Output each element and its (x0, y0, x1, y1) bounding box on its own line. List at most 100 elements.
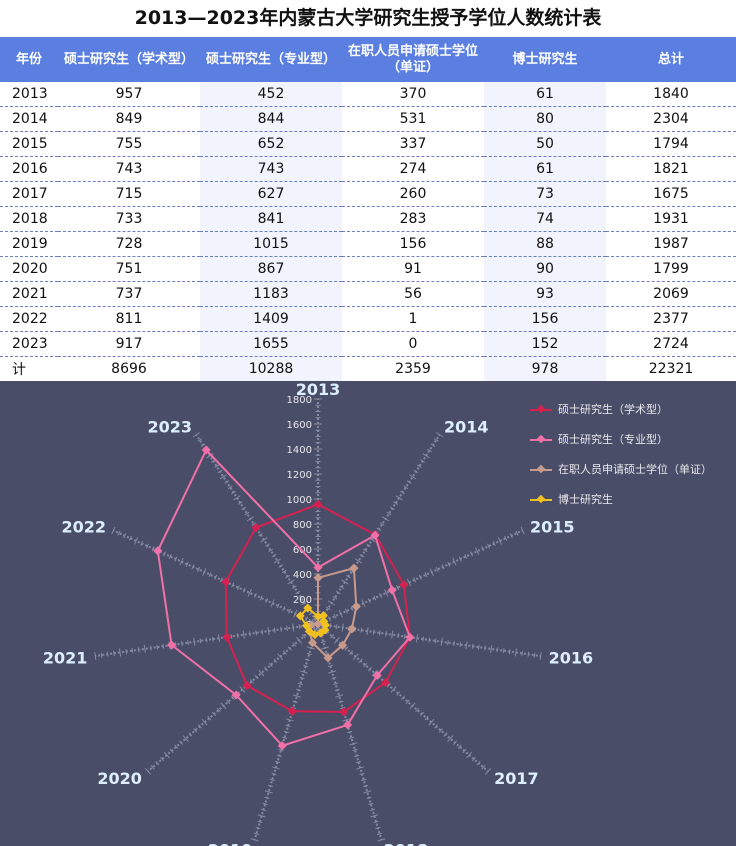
radar-tick (339, 585, 345, 589)
radar-tick (338, 700, 344, 704)
radar-tick (231, 490, 236, 495)
radar-tick (214, 464, 220, 469)
radar-tick (381, 516, 390, 522)
radar-tick (355, 760, 362, 764)
radar-tick (358, 658, 363, 664)
radar-tick (226, 699, 231, 704)
radar-tick (386, 683, 391, 688)
radar-tick (332, 595, 338, 600)
table-cell: 957 (58, 82, 200, 107)
radar-tick (342, 718, 351, 722)
radar-tick (224, 480, 230, 484)
radar-tick (424, 572, 428, 578)
radar-tick (262, 802, 268, 806)
radar-category-label: 2016 (549, 648, 594, 667)
radar-tick (368, 802, 374, 806)
table-cell: 73 (484, 181, 606, 207)
radar-tick (260, 537, 268, 543)
radar-tick (366, 543, 372, 547)
radar-tick (174, 556, 178, 562)
radar-tick (367, 598, 371, 604)
table-cell: 2069 (606, 281, 736, 307)
radar-tick (255, 826, 261, 830)
radar-tick (329, 623, 332, 629)
radar-point (153, 546, 163, 556)
radar-tick (264, 790, 273, 794)
radar-tick (192, 432, 200, 438)
table-cell: 90 (484, 256, 606, 282)
legend-swatch (530, 499, 552, 501)
radar-tick (281, 569, 287, 574)
radar-point (339, 707, 349, 717)
header-total: 总计 (606, 37, 736, 82)
radar-tick (219, 577, 223, 583)
radar-tick (397, 633, 400, 639)
table-cell: 733 (58, 206, 200, 232)
table-cell: 2013 (0, 82, 58, 107)
table-row: 2016 743 743 274 61 1821 (0, 156, 736, 182)
table-cell: 260 (342, 181, 484, 207)
radar-series-line (156, 448, 412, 747)
radar-point (295, 611, 305, 621)
data-table: 年份 硕士研究生（学术型） 硕士研究生（专业型） 在职人员申请硕士学位 （单证）… (0, 37, 736, 381)
radar-tick (117, 530, 121, 536)
radar-tick (185, 561, 189, 567)
radar-tick (150, 765, 155, 770)
radar-tick (277, 653, 284, 661)
radar-tick (285, 718, 294, 722)
table-row: 2022 811 1409 1 156 2377 (0, 306, 736, 332)
radar-tick (333, 682, 339, 686)
table-cell: 1183 (200, 281, 342, 307)
radar-tick (265, 598, 269, 604)
radar-tick (390, 686, 397, 693)
radar-tick (230, 695, 235, 700)
radar-tick (373, 820, 379, 824)
radar-point (251, 523, 261, 533)
radar-tick (492, 541, 496, 546)
chart-legend: 硕士研究生（学术型） 硕士研究生（专业型） 在职人员申请硕士学位（单证） 博士研… (530, 399, 712, 519)
radar-tick (216, 707, 221, 713)
table-cell: 61 (484, 82, 606, 107)
radar-tick (288, 608, 292, 614)
radar-tick (150, 645, 152, 651)
radar-tick (299, 676, 305, 680)
radar-tick (169, 748, 174, 754)
radar-tick (527, 651, 530, 657)
table-cell: 8696 (58, 356, 200, 381)
radar-point (405, 632, 415, 642)
radar-tick (306, 646, 315, 650)
radar-point (313, 499, 323, 509)
radar-tick (286, 625, 288, 631)
radar-tick (250, 838, 259, 842)
radar-tick (433, 438, 439, 442)
radar-tick (253, 592, 257, 598)
radar-tick (156, 644, 159, 650)
radar-tick (401, 695, 406, 700)
radar-tick (285, 724, 291, 728)
table-cell: 1794 (606, 131, 736, 157)
radar-point (318, 611, 328, 621)
radar-tick (163, 751, 170, 759)
radar-tick (291, 585, 297, 589)
table-cell: 867 (200, 256, 342, 282)
legend-item: 在职人员申请硕士学位（单证） (530, 459, 712, 489)
table-cell: 61 (484, 156, 606, 182)
radar-tick-label: 1800 (287, 395, 312, 406)
radar-tick (350, 605, 354, 611)
radar-tick (487, 543, 491, 549)
radar-tick (418, 574, 422, 580)
radar-point (313, 573, 323, 583)
radar-tick (481, 546, 485, 552)
table-cell: 978 (484, 356, 606, 381)
radar-tick-label: 200 (293, 595, 312, 606)
radar-tick (197, 566, 201, 572)
radar-tick (514, 648, 518, 657)
radar-tick (199, 638, 202, 644)
table-cell: 0 (342, 331, 484, 357)
radar-tick (447, 640, 449, 646)
radar-tick (477, 644, 480, 650)
header-master-academic: 硕士研究生（学术型） (58, 37, 200, 82)
radar-point (222, 632, 232, 642)
radar-tick (408, 474, 417, 480)
radar-tick (131, 648, 134, 654)
